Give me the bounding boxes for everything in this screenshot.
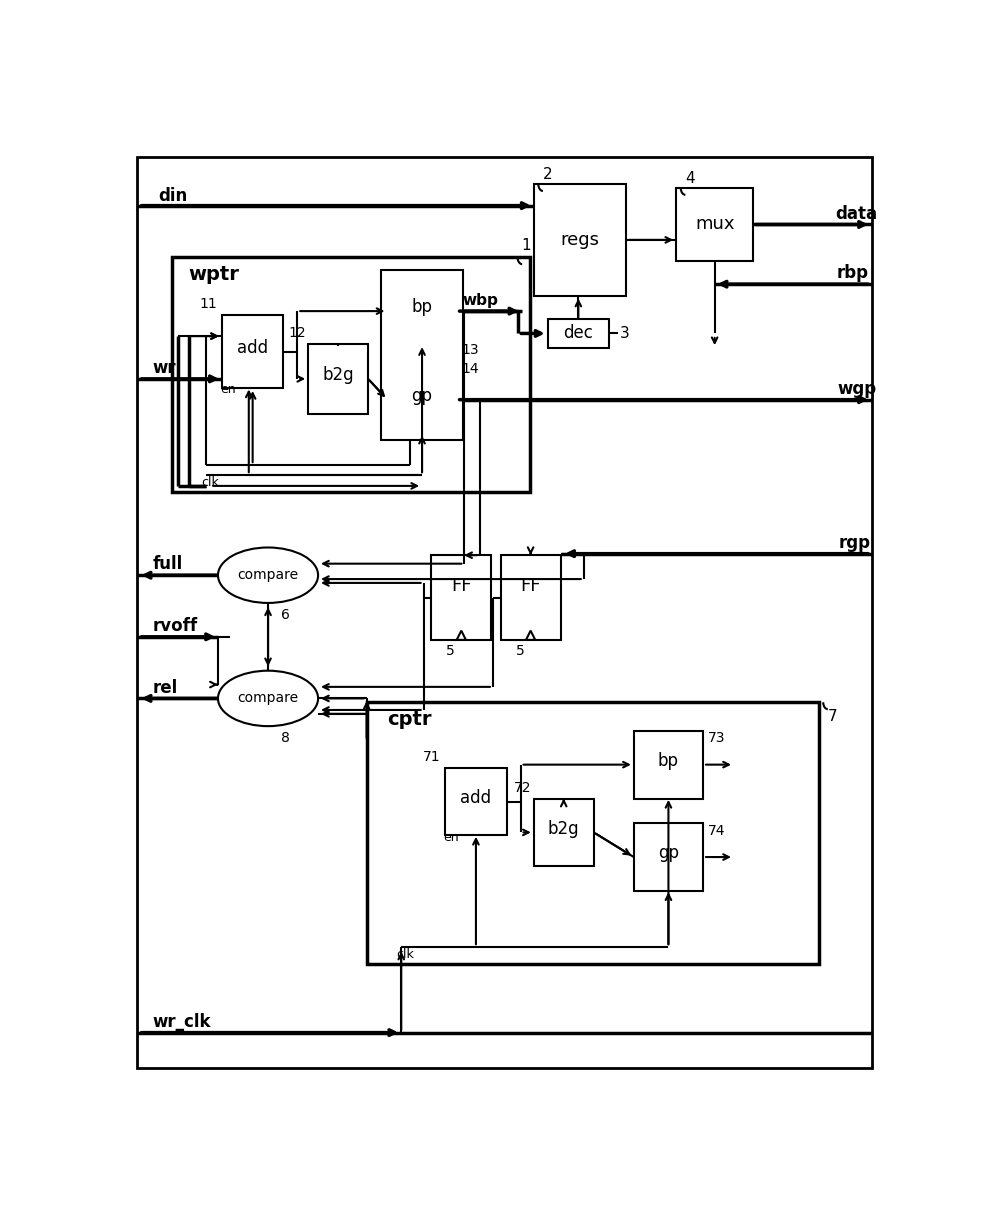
Text: compare: compare (237, 691, 298, 706)
Text: b2g: b2g (322, 366, 354, 385)
Text: 1: 1 (521, 238, 531, 254)
Bar (500, 556, 560, 640)
Text: 72: 72 (514, 781, 532, 795)
Text: b2g: b2g (548, 820, 579, 837)
Text: en: en (221, 383, 235, 397)
Ellipse shape (218, 547, 318, 603)
Text: en: en (443, 831, 459, 843)
Text: compare: compare (237, 568, 298, 582)
Text: bp: bp (412, 298, 432, 317)
Text: 3: 3 (620, 326, 629, 341)
Text: gp: gp (412, 387, 432, 405)
Text: rbp: rbp (837, 264, 869, 283)
Bar (534, 184, 626, 296)
Text: rgp: rgp (838, 534, 871, 552)
Bar (548, 319, 609, 348)
Bar (308, 344, 368, 414)
Text: 11: 11 (199, 297, 217, 312)
Text: add: add (460, 788, 492, 807)
Text: 5: 5 (515, 644, 524, 657)
Text: FF: FF (520, 577, 541, 596)
Text: rel: rel (153, 678, 177, 696)
Bar (222, 315, 284, 388)
Text: 13: 13 (462, 342, 480, 357)
Text: wr_clk: wr_clk (153, 1013, 211, 1031)
Text: 71: 71 (423, 750, 440, 764)
Text: full: full (153, 556, 183, 574)
Bar (534, 798, 594, 866)
Text: dec: dec (563, 324, 593, 342)
Bar (633, 730, 703, 798)
Text: 12: 12 (289, 326, 306, 341)
Text: wgp: wgp (837, 380, 877, 398)
Bar (431, 556, 492, 640)
Text: wr: wr (153, 359, 176, 377)
Bar (676, 188, 754, 261)
Bar (387, 277, 457, 346)
Bar (633, 824, 703, 890)
Text: 73: 73 (708, 731, 726, 746)
Text: FF: FF (451, 577, 472, 596)
Text: 14: 14 (462, 361, 480, 376)
Text: 6: 6 (281, 608, 290, 622)
Text: wbp: wbp (463, 292, 498, 308)
Text: 2: 2 (543, 167, 553, 182)
Text: mux: mux (694, 216, 735, 233)
Bar (381, 270, 463, 440)
Text: 8: 8 (281, 731, 290, 746)
Text: 5: 5 (446, 644, 455, 657)
Text: bp: bp (658, 752, 679, 770)
Text: 4: 4 (686, 171, 694, 186)
Text: clk: clk (396, 949, 414, 962)
Text: clk: clk (201, 477, 219, 489)
Bar (171, 257, 530, 492)
Bar (445, 768, 506, 836)
Text: wptr: wptr (189, 264, 239, 284)
Text: data: data (835, 205, 878, 223)
Text: add: add (237, 338, 268, 357)
Text: din: din (159, 187, 188, 205)
Text: regs: regs (560, 230, 600, 249)
Text: cptr: cptr (387, 710, 431, 729)
Text: 74: 74 (708, 824, 726, 838)
Text: 7: 7 (827, 708, 837, 724)
Bar (366, 702, 819, 964)
Ellipse shape (218, 671, 318, 727)
Bar (387, 365, 457, 434)
Text: gp: gp (658, 844, 679, 862)
Text: rvoff: rvoff (153, 617, 198, 636)
